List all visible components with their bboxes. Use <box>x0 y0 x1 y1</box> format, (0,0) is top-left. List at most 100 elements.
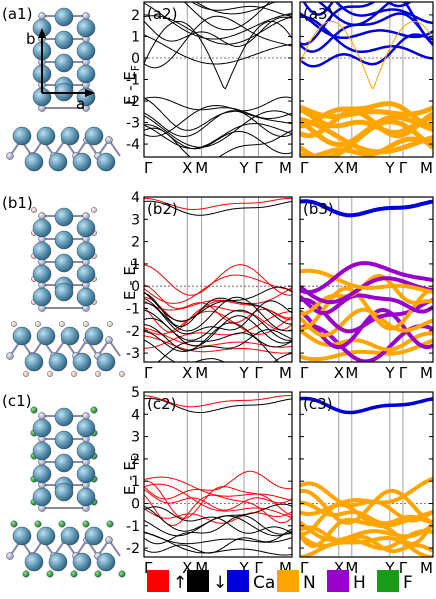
band-projected <box>300 525 433 553</box>
panel-label-a1: (a1) <box>2 5 32 23</box>
chart-b3: Γ X M Y Γ M(b3) <box>299 196 434 382</box>
calcium-atom <box>54 253 74 273</box>
x-tick-label: Γ <box>144 159 153 177</box>
nitrogen-atom <box>6 352 14 360</box>
x-tick-label: Γ <box>144 559 153 577</box>
panel-label-c2: (c2) <box>147 395 177 413</box>
fluorine-atom <box>10 520 18 528</box>
y-axis-title-c: E - EF <box>121 455 142 495</box>
calcium-atom <box>54 430 74 450</box>
fluorine-atom <box>58 520 66 528</box>
band-spin-down <box>144 329 292 352</box>
x-tick-label: M <box>195 159 208 177</box>
y-tick-label: -1 <box>126 73 140 89</box>
legend-label: H <box>353 573 366 593</box>
chart-c3: Γ X M Y Γ M(c3) <box>299 391 434 577</box>
hydrogen-atom <box>23 371 29 377</box>
band-valence <box>300 119 433 157</box>
y-tick-label: 1 <box>131 257 140 273</box>
hydrogen-atom <box>91 207 97 213</box>
hydrogen-atom <box>11 321 17 327</box>
calcium-atom <box>76 18 96 38</box>
band-spin-up <box>144 287 292 311</box>
calcium-atom <box>76 241 96 261</box>
calcium-atom <box>24 352 44 372</box>
band-spin-up <box>144 264 292 296</box>
fluorine-atom <box>30 406 38 414</box>
x-tick-label: M <box>345 159 358 177</box>
x-tick-label: X <box>334 159 344 177</box>
band-conduction <box>317 2 433 27</box>
x-tick-label: M <box>279 159 292 177</box>
y-axis-title-a: E - EF <box>121 65 142 105</box>
calcium-atom <box>54 207 74 227</box>
calcium-atom <box>54 7 74 27</box>
calcium-atom <box>96 552 116 572</box>
band-dispersive <box>300 20 433 90</box>
band-spin-down <box>144 528 292 554</box>
band-projected <box>300 276 433 305</box>
band-spin-up <box>144 480 292 519</box>
chart-frame <box>299 391 434 558</box>
legend-swatch <box>227 570 249 592</box>
y-axis-title-b: E - EF <box>121 260 142 300</box>
hydrogen-atom <box>31 207 37 213</box>
y-tick-label: -2 <box>126 94 140 110</box>
y-tick-label: -3 <box>126 116 140 132</box>
bands-c2 <box>144 395 292 556</box>
y-axis-title-sub: F <box>129 455 142 461</box>
y-axis-title-text: E - E <box>121 71 139 105</box>
band-conduction <box>144 16 292 47</box>
svg-text:E - EF: E - EF <box>121 455 142 495</box>
legend-label: N <box>303 573 316 593</box>
band-spin-up <box>144 335 292 354</box>
band-conduction <box>144 34 292 65</box>
legend-swatch <box>187 570 209 592</box>
calcium-atom <box>84 126 104 146</box>
nitrogen-atom <box>82 212 90 220</box>
y-axis-title-sub: F <box>129 65 142 71</box>
band-spin-down <box>144 515 292 545</box>
legend-swatch <box>277 570 299 592</box>
lattice-vectors: b a <box>26 28 95 113</box>
panel-label-b1: (b1) <box>2 194 33 212</box>
lattice-label-a: a <box>76 95 85 113</box>
y-axis-title-text: E - E <box>121 266 139 300</box>
y-axis-title-sub: F <box>129 260 142 266</box>
band-projected <box>300 520 433 543</box>
band-projected <box>300 517 433 548</box>
band-conduction <box>302 2 413 16</box>
x-tick-label: Γ <box>144 364 153 382</box>
legend-label: Ca <box>253 573 275 593</box>
bands-b2 <box>144 197 292 362</box>
x-tick-label: Γ <box>399 559 408 577</box>
legend-label: F <box>403 573 413 593</box>
band-conduction <box>144 2 292 40</box>
y-tick-label: 4 <box>131 190 140 206</box>
band-spin-up <box>144 305 292 333</box>
calcium-atom <box>84 526 104 546</box>
band-conduction <box>300 12 433 53</box>
calcium-atom <box>96 352 116 372</box>
hydrogen-atom <box>95 371 101 377</box>
y-tick-label: -2 <box>126 541 140 557</box>
nitrogen-atom <box>38 12 46 20</box>
y-tick-label: 3 <box>131 430 140 446</box>
panel-label-c3: (c3) <box>303 395 333 413</box>
band-valence <box>144 96 292 119</box>
svg-text:E - EF: E - EF <box>121 65 142 105</box>
calcium-atom <box>36 526 56 546</box>
band-spin-up <box>144 274 292 304</box>
calcium-atom <box>12 526 32 546</box>
y-tick-label: -1 <box>126 301 140 317</box>
band-valence <box>144 96 292 131</box>
calcium-atom <box>72 152 92 172</box>
calcium-atom <box>48 552 68 572</box>
chart-a3: Γ X M Y Γ M(a3) <box>299 1 434 177</box>
band-valence <box>144 123 292 149</box>
y-tick-label: 0 <box>131 496 140 512</box>
calcium-atom <box>12 326 32 346</box>
